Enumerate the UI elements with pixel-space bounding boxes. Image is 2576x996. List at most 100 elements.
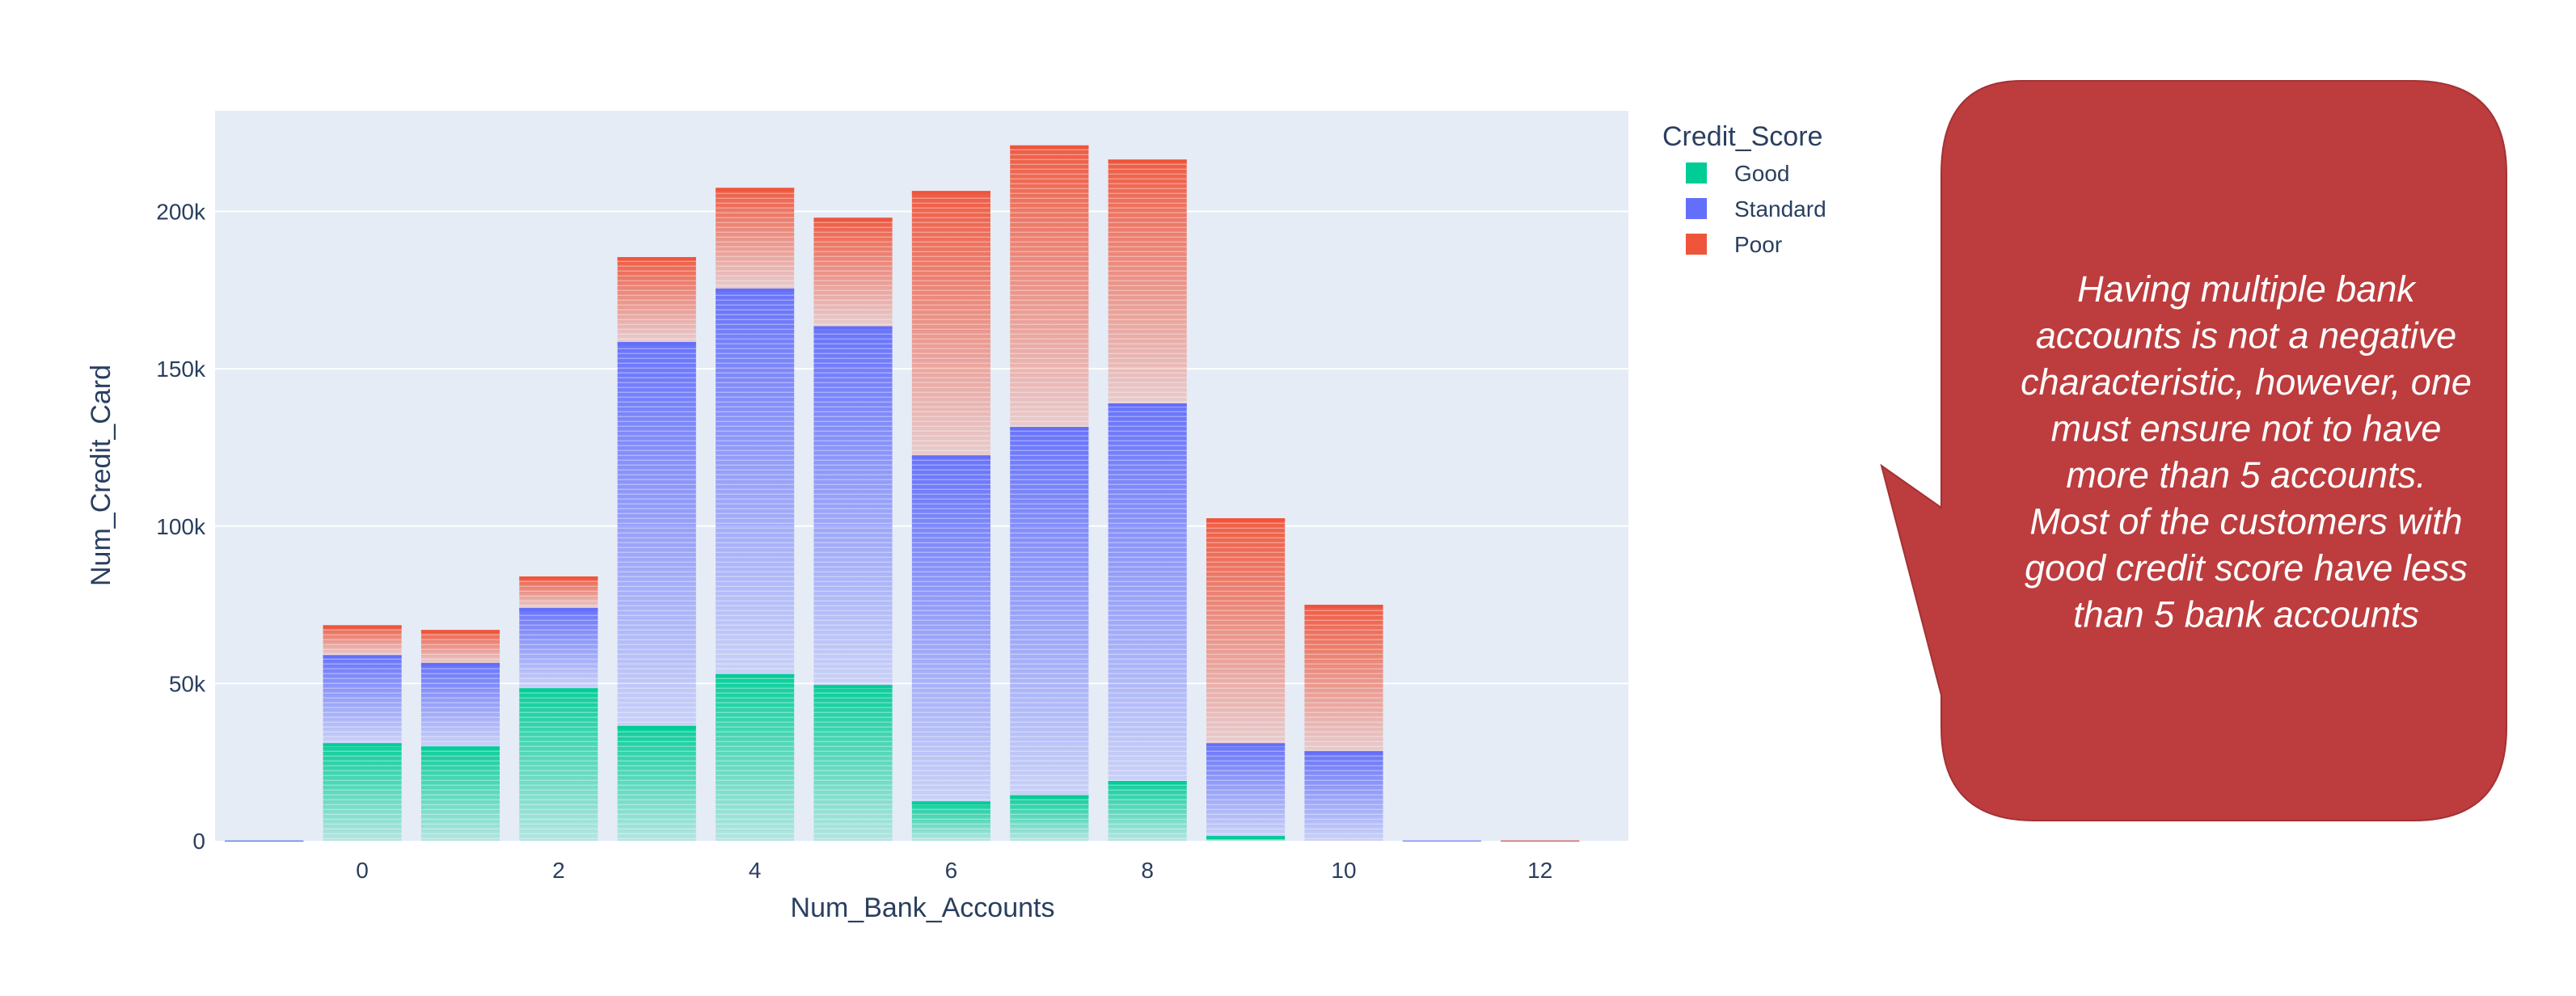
bar-top-edge xyxy=(813,685,893,689)
bar-top-edge xyxy=(1010,427,1089,431)
bar-top-edge xyxy=(1010,145,1089,149)
bar-top-edge xyxy=(1206,836,1286,840)
bar-top-edge xyxy=(716,188,795,192)
x-tick-label: 10 xyxy=(1331,858,1356,883)
x-tick-label: 8 xyxy=(1141,858,1154,883)
bar-top-edge xyxy=(1304,605,1383,609)
bar-stripes xyxy=(519,688,598,841)
bar-stripes xyxy=(617,342,696,726)
x-axis-ticks: 0 2 4 6 8 10 12 xyxy=(356,858,1552,883)
bar-stripes xyxy=(420,746,500,841)
callout-text-line: Most of the customers with xyxy=(2029,501,2462,542)
bar-top-edge xyxy=(519,576,598,580)
bar-stripes xyxy=(323,743,402,841)
bar-stripes xyxy=(1010,427,1089,796)
bar-top-edge xyxy=(1108,781,1187,785)
x-tick-label: 12 xyxy=(1527,858,1552,883)
bar-top-edge xyxy=(519,688,598,692)
legend-label-standard[interactable]: Standard xyxy=(1734,196,1826,222)
bar-stripes xyxy=(519,576,598,608)
y-axis-ticks: 0 50k 100k 150k 200k xyxy=(156,200,206,854)
bar-stripes xyxy=(1206,743,1286,837)
y-tick-label: 200k xyxy=(156,200,206,225)
bar-top-edge xyxy=(1501,840,1580,842)
bar-stripes xyxy=(617,725,696,841)
bar-stripes xyxy=(1010,145,1089,428)
bar-stripes xyxy=(420,630,500,664)
bar-top-edge xyxy=(1304,751,1383,755)
bar-top-edge xyxy=(911,801,990,805)
x-axis-title: Num_Bank_Accounts xyxy=(791,893,1055,923)
x-tick-label: 2 xyxy=(552,858,565,883)
bar-stripes xyxy=(716,288,795,674)
bar-top-edge xyxy=(323,655,402,659)
callout-text-line: characteristic, however, one xyxy=(2021,361,2472,403)
bar-top-edge xyxy=(617,342,696,346)
callout-text-line: must ensure not to have xyxy=(2051,408,2442,449)
bar-top-edge xyxy=(1010,795,1089,799)
bar-top-edge xyxy=(813,217,893,222)
bar-stripes xyxy=(911,455,990,802)
bar-stripes xyxy=(1206,518,1286,744)
bar-stripes xyxy=(420,663,500,747)
bar-top-edge xyxy=(617,256,696,260)
legend-label-good[interactable]: Good xyxy=(1734,161,1790,186)
bar-top-edge xyxy=(420,746,500,750)
legend-swatch-good[interactable] xyxy=(1686,162,1707,184)
y-tick-label: 100k xyxy=(156,514,206,539)
bar-stripes xyxy=(1304,751,1383,841)
callout-bubble: Having multiple bank accounts is not a ne… xyxy=(1880,80,2507,821)
bar-top-edge xyxy=(225,840,304,842)
bar-stripes xyxy=(1010,795,1089,841)
bar-top-edge xyxy=(911,191,990,195)
bar-top-edge xyxy=(1108,159,1187,163)
bar-top-edge xyxy=(1108,403,1187,407)
bar-top-edge xyxy=(323,743,402,747)
y-tick-label: 0 xyxy=(192,829,205,854)
bar-top-edge xyxy=(911,455,990,459)
x-tick-label: 0 xyxy=(356,858,369,883)
y-axis-title: Num_Credit_Card xyxy=(86,365,116,586)
bar-stripes xyxy=(716,673,795,841)
bar-stripes xyxy=(1108,781,1187,841)
callout-shape xyxy=(1880,80,2507,821)
legend-label-poor[interactable]: Poor xyxy=(1734,232,1782,257)
bar-top-edge xyxy=(617,725,696,729)
callout-text: Having multiple bank accounts is not a ne… xyxy=(2021,268,2472,635)
bar-top-edge xyxy=(716,673,795,677)
legend-title: Credit_Score xyxy=(1662,121,1822,152)
bar-stripes xyxy=(911,191,990,456)
callout-text-line: accounts is not a negative xyxy=(2036,315,2456,357)
bar-stripes xyxy=(323,625,402,656)
bar-stripes xyxy=(813,685,893,841)
bar-stripes xyxy=(716,188,795,289)
bars xyxy=(225,145,1580,842)
bar-stripes xyxy=(617,256,696,343)
callout-text-line: Having multiple bank xyxy=(2077,268,2417,310)
bar-stripes xyxy=(813,326,893,686)
bar-top-edge xyxy=(1206,518,1286,522)
callout-text-line: than 5 bank accounts xyxy=(2073,594,2419,635)
bar-top-edge xyxy=(420,630,500,634)
bar-top-edge xyxy=(420,663,500,667)
bar-stripes xyxy=(323,655,402,744)
bar-stripes xyxy=(1108,403,1187,782)
bar-stripes xyxy=(911,801,990,841)
y-tick-label: 50k xyxy=(169,671,206,696)
bar-stripes xyxy=(1304,605,1383,752)
bar-stripes xyxy=(519,607,598,689)
bar-top-edge xyxy=(716,288,795,292)
bar-stripes xyxy=(1108,159,1187,403)
legend-swatch-standard[interactable] xyxy=(1686,198,1707,219)
bar-stripes xyxy=(813,217,893,327)
y-tick-label: 150k xyxy=(156,357,206,382)
bar-top-edge xyxy=(1206,743,1286,747)
bar-top-edge xyxy=(1402,840,1481,842)
legend-swatch-poor[interactable] xyxy=(1686,234,1707,255)
legend: Credit_Score Good Standard Poor xyxy=(1662,121,1826,257)
x-tick-label: 4 xyxy=(749,858,762,883)
bar-top-edge xyxy=(323,625,402,629)
callout-text-line: more than 5 accounts. xyxy=(2066,454,2426,496)
callout-text-line: good credit score have less xyxy=(2025,547,2468,589)
